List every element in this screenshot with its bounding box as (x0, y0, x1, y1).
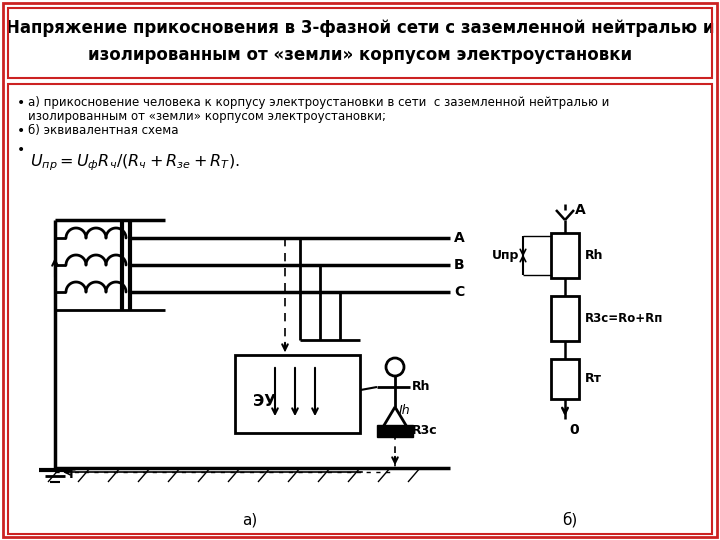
Text: б) эквивалентная схема: б) эквивалентная схема (28, 124, 179, 137)
Text: R3с=Ro+Rп: R3с=Ro+Rп (585, 312, 663, 325)
Text: Rh: Rh (412, 381, 431, 394)
Text: Uпр: Uпр (492, 249, 519, 262)
Text: а): а) (243, 512, 258, 528)
Text: Rт: Rт (585, 373, 602, 386)
Text: A: A (454, 231, 464, 245)
Bar (551, 359, 579, 399)
Bar (235, 355, 360, 433)
Bar (551, 233, 579, 278)
Text: T: T (67, 468, 76, 481)
Bar (551, 296, 579, 341)
Text: Rh: Rh (585, 249, 603, 262)
Text: C: C (454, 285, 464, 299)
Text: ЭУ: ЭУ (253, 395, 276, 409)
Text: A: A (575, 203, 586, 217)
Text: •: • (17, 96, 25, 110)
Text: б): б) (562, 512, 577, 528)
Text: •: • (17, 143, 25, 157)
Text: Ih: Ih (399, 404, 410, 417)
Text: R3с: R3с (412, 424, 438, 437)
Text: а) прикосновение человека к корпусу электроустановки в сети  с заземленной нейтр: а) прикосновение человека к корпусу элек… (28, 96, 609, 109)
Text: B: B (454, 258, 464, 272)
Bar (377, 425, 413, 437)
Text: изолированным от «земли» корпусом электроустановки;: изолированным от «земли» корпусом электр… (28, 110, 386, 123)
Text: •: • (17, 124, 25, 138)
Text: $U_{\mathregular{пр}}=U_{\mathregular{ф}}R_{\mathregular{ч}}/(R_{\mathregular{ч}: $U_{\mathregular{пр}}=U_{\mathregular{ф}… (30, 152, 240, 173)
Text: 0: 0 (569, 423, 579, 437)
Text: Напряжение прикосновения в 3-фазной сети с заземленной нейтралью и: Напряжение прикосновения в 3-фазной сети… (6, 19, 714, 37)
Text: изолированным от «земли» корпусом электроустановки: изолированным от «земли» корпусом электр… (88, 46, 632, 64)
